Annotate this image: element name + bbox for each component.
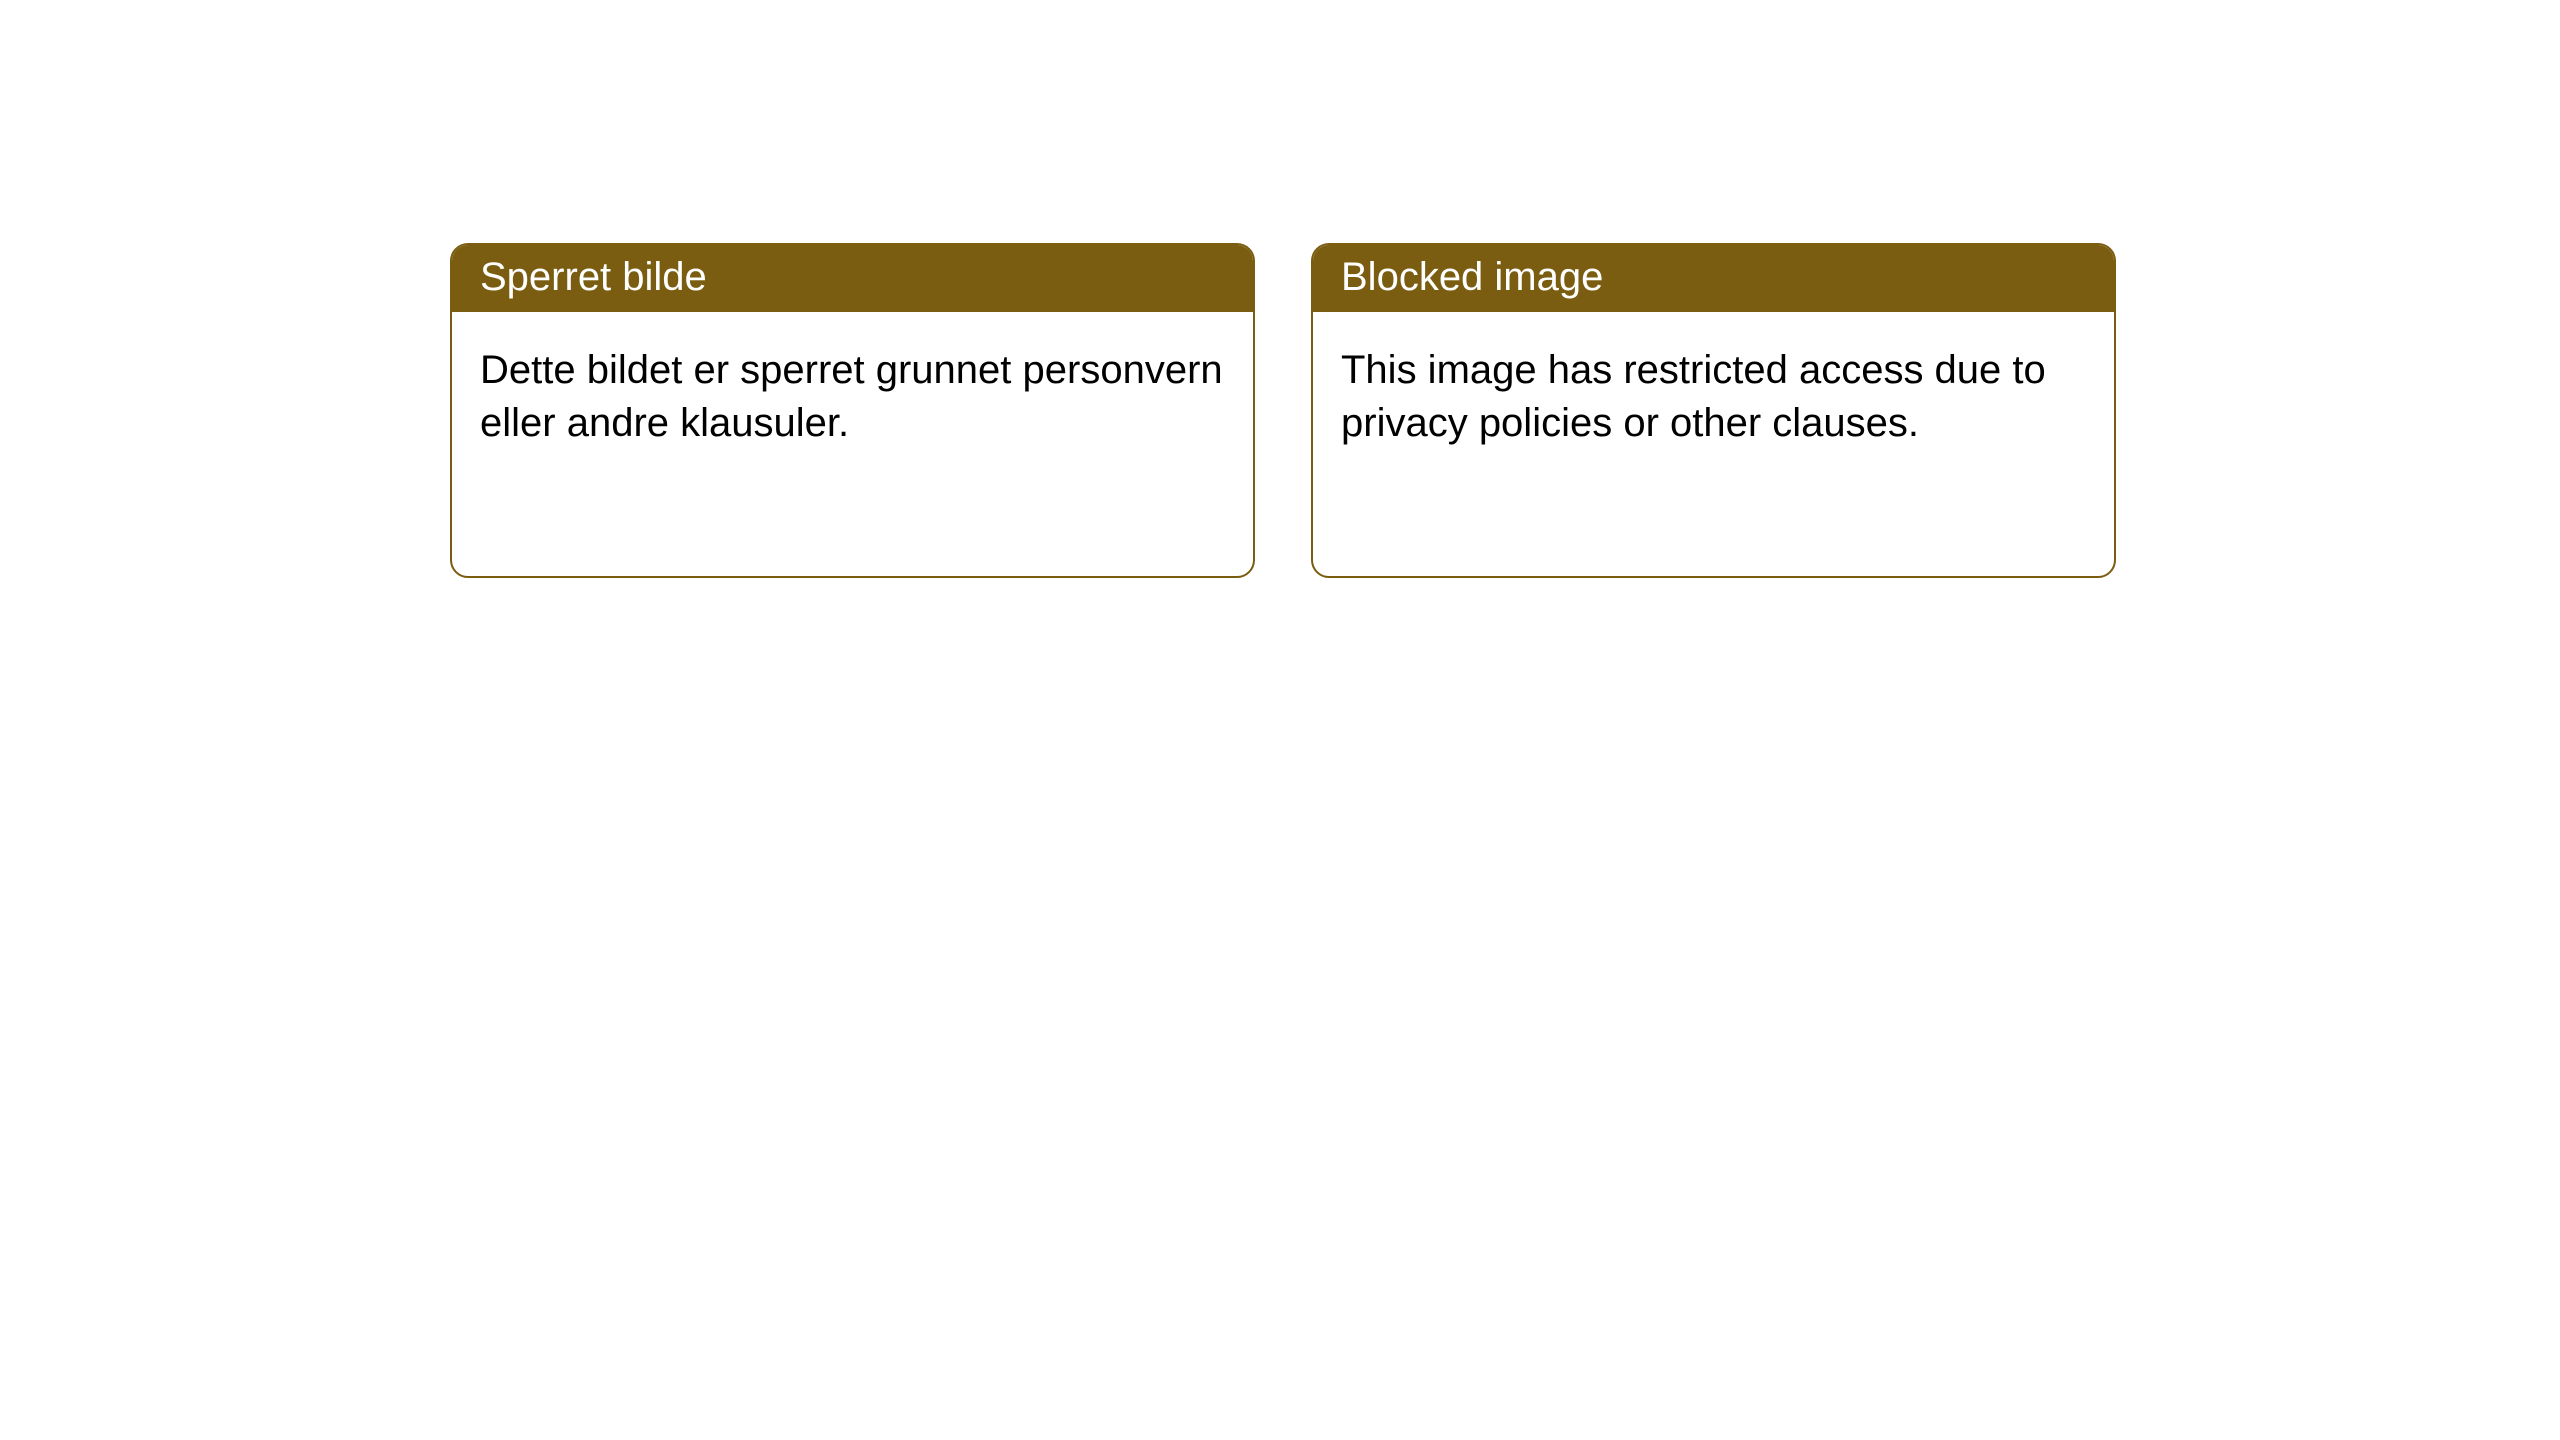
card-title: Sperret bilde xyxy=(480,255,707,299)
blocked-image-notice-container: Sperret bilde Dette bildet er sperret gr… xyxy=(450,243,2116,578)
blocked-image-card-en: Blocked image This image has restricted … xyxy=(1311,243,2116,578)
card-message: This image has restricted access due to … xyxy=(1341,348,2046,445)
card-body: Dette bildet er sperret grunnet personve… xyxy=(452,312,1253,482)
card-title: Blocked image xyxy=(1341,255,1603,299)
card-body: This image has restricted access due to … xyxy=(1313,312,2114,482)
card-message: Dette bildet er sperret grunnet personve… xyxy=(480,348,1223,445)
card-header: Sperret bilde xyxy=(452,245,1253,312)
card-header: Blocked image xyxy=(1313,245,2114,312)
blocked-image-card-no: Sperret bilde Dette bildet er sperret gr… xyxy=(450,243,1255,578)
